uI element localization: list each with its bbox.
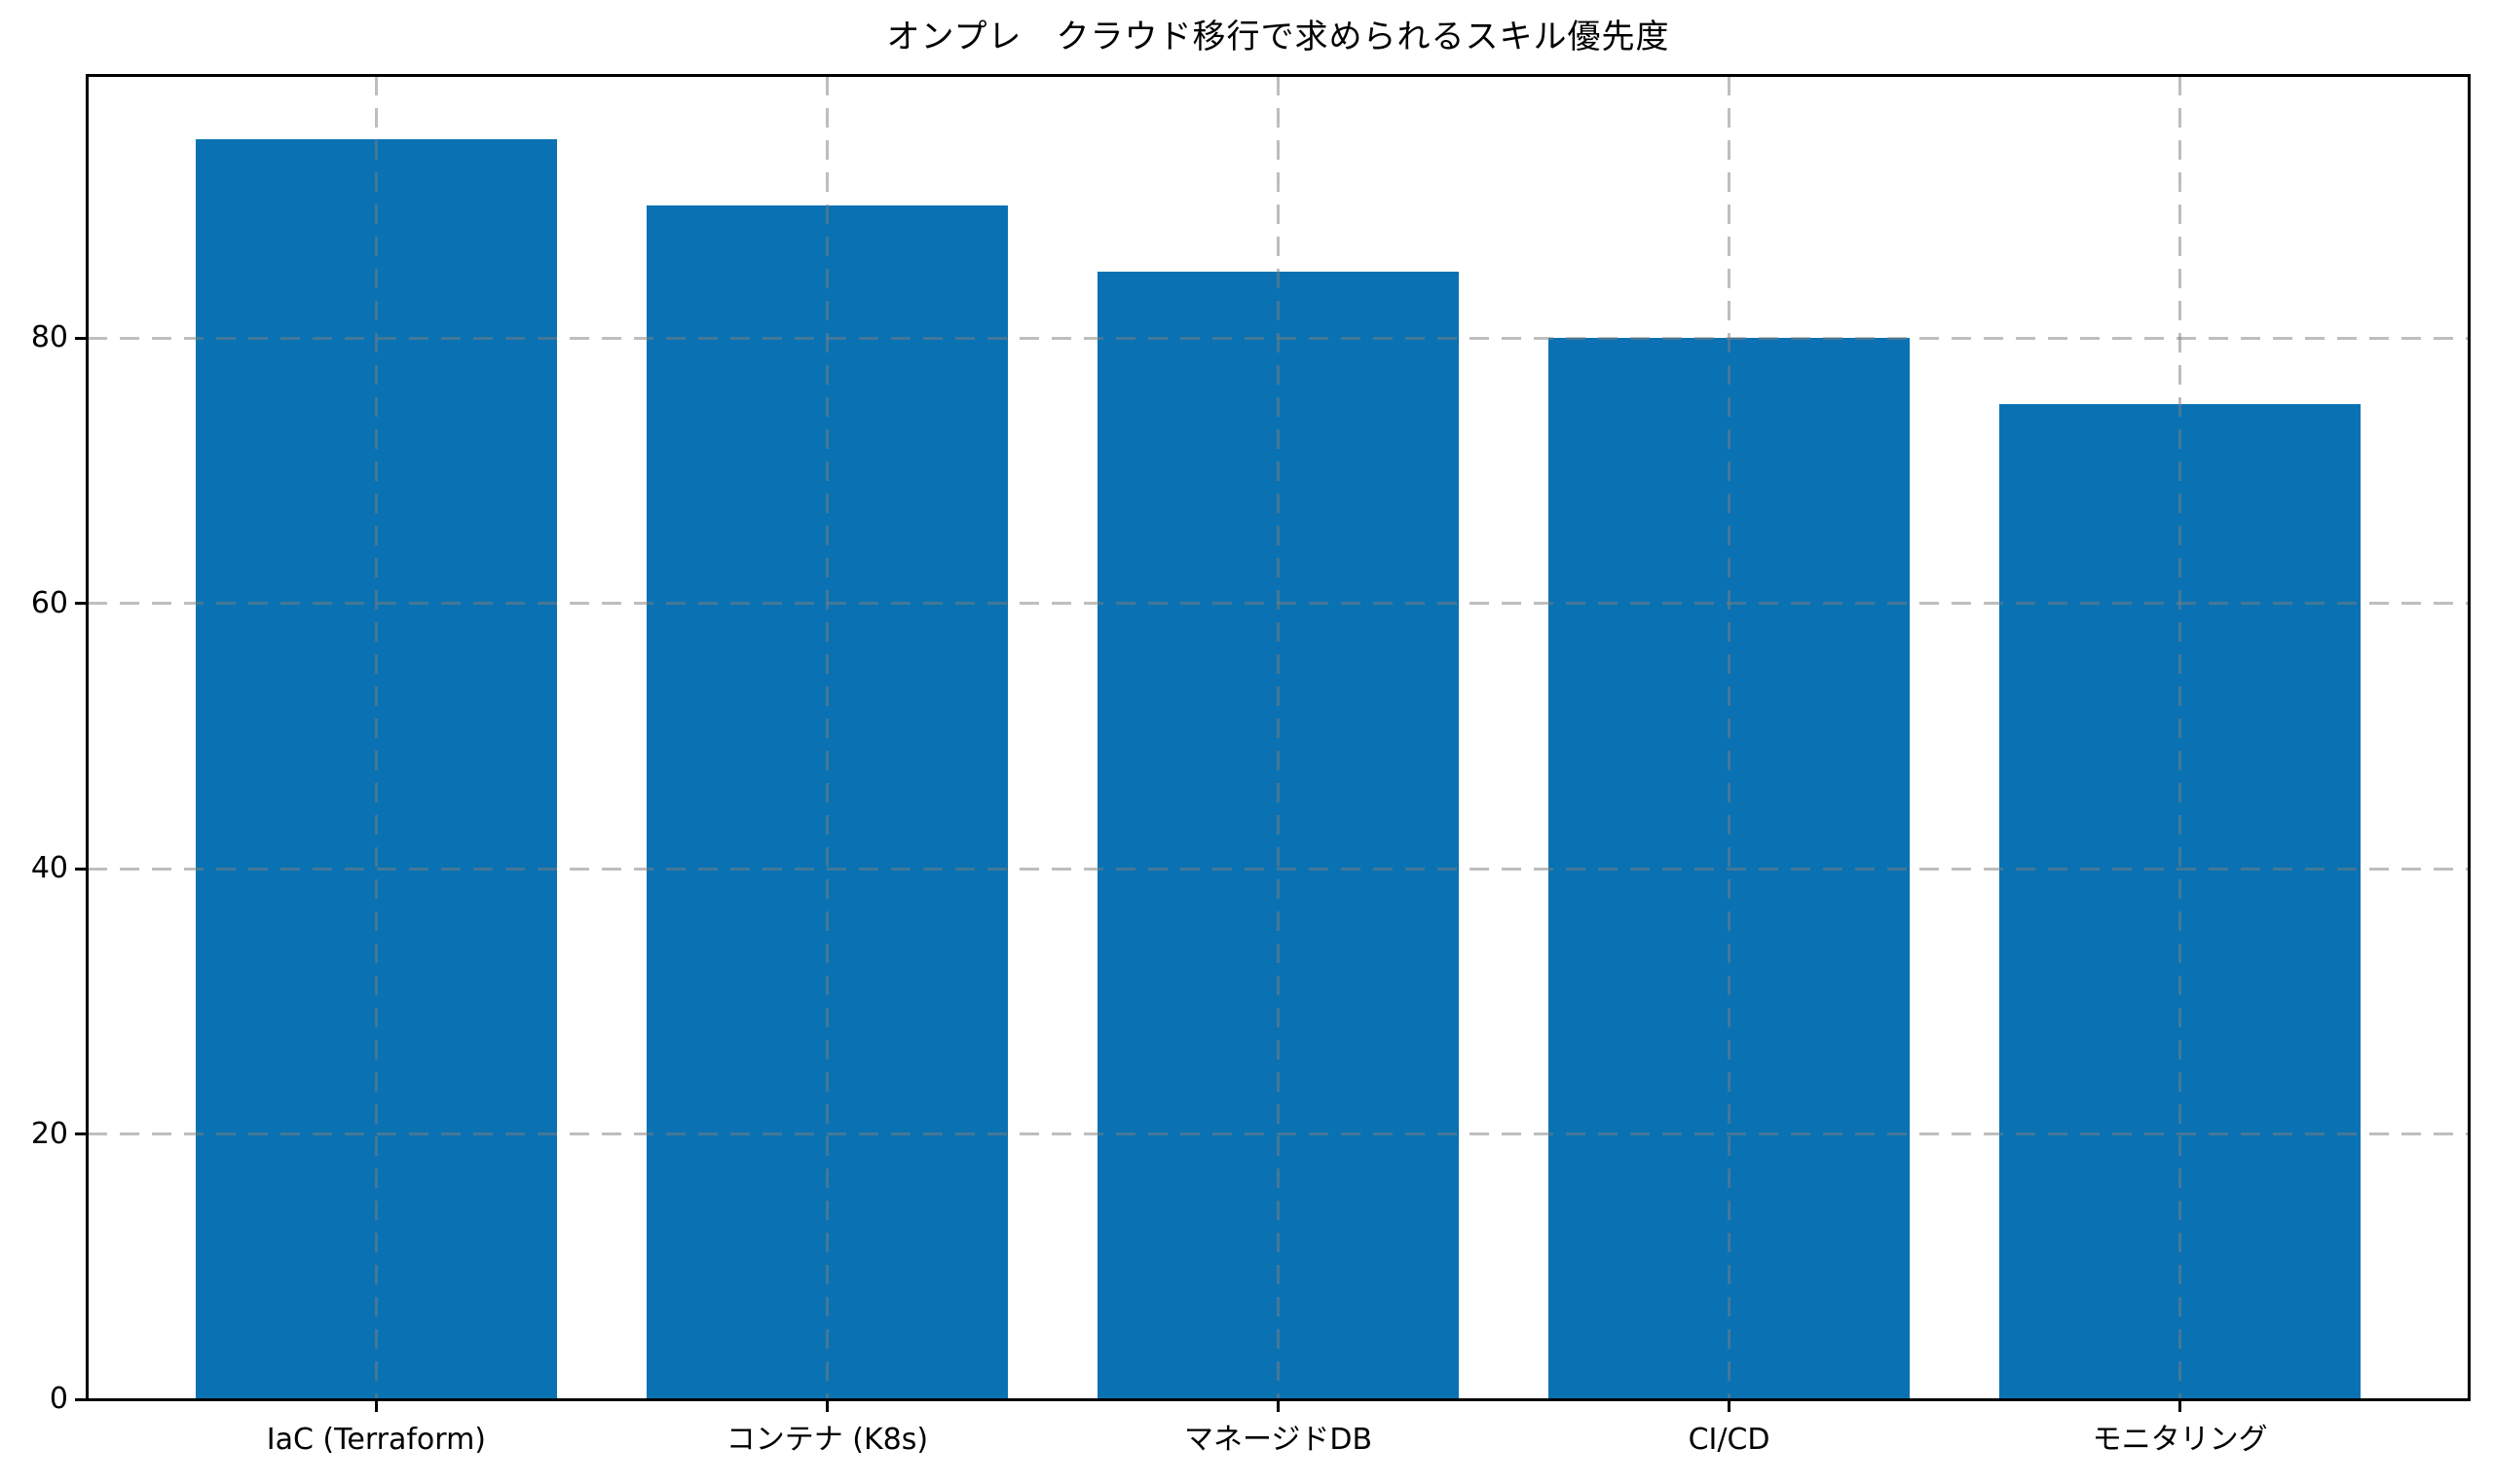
x-tick-mark-1 [825, 1399, 829, 1412]
y-tick-label-80: 80 [30, 320, 68, 355]
gridline-vertical-3 [1728, 76, 1731, 1399]
gridline-vertical-2 [1277, 76, 1280, 1399]
x-tick-mark-3 [1728, 1399, 1731, 1412]
gridline-vertical-0 [374, 76, 378, 1399]
y-tick-label-0: 0 [49, 1382, 68, 1416]
gridline-vertical-4 [2178, 76, 2182, 1399]
x-tick-label-1: コンテナ (K8s) [726, 1423, 929, 1457]
y-tick-label-40: 40 [30, 851, 68, 886]
y-tick-mark-60 [75, 602, 88, 606]
x-tick-label-2: マネージドDB [1183, 1423, 1373, 1457]
gridline-horizontal-40 [88, 867, 2469, 871]
chart-title: オンプレ クラウド移行で求められるスキル優先度 [886, 18, 1670, 56]
x-tick-mark-0 [374, 1399, 378, 1412]
gridline-horizontal-80 [88, 336, 2469, 340]
y-tick-mark-80 [75, 336, 88, 340]
y-tick-label-60: 60 [30, 585, 68, 620]
x-tick-label-4: モニタリング [2092, 1423, 2268, 1457]
y-tick-label-20: 20 [30, 1116, 68, 1151]
x-tick-label-3: CI/CD [1688, 1423, 1770, 1457]
x-tick-mark-4 [2178, 1399, 2182, 1412]
gridline-horizontal-60 [88, 602, 2469, 606]
y-tick-mark-20 [75, 1132, 88, 1136]
x-tick-mark-2 [1277, 1399, 1280, 1412]
gridline-horizontal-20 [88, 1132, 2469, 1136]
y-tick-mark-40 [75, 867, 88, 871]
y-tick-mark-0 [75, 1397, 88, 1401]
x-tick-label-0: IaC (Terraform) [266, 1423, 486, 1457]
gridline-vertical-1 [825, 76, 829, 1399]
